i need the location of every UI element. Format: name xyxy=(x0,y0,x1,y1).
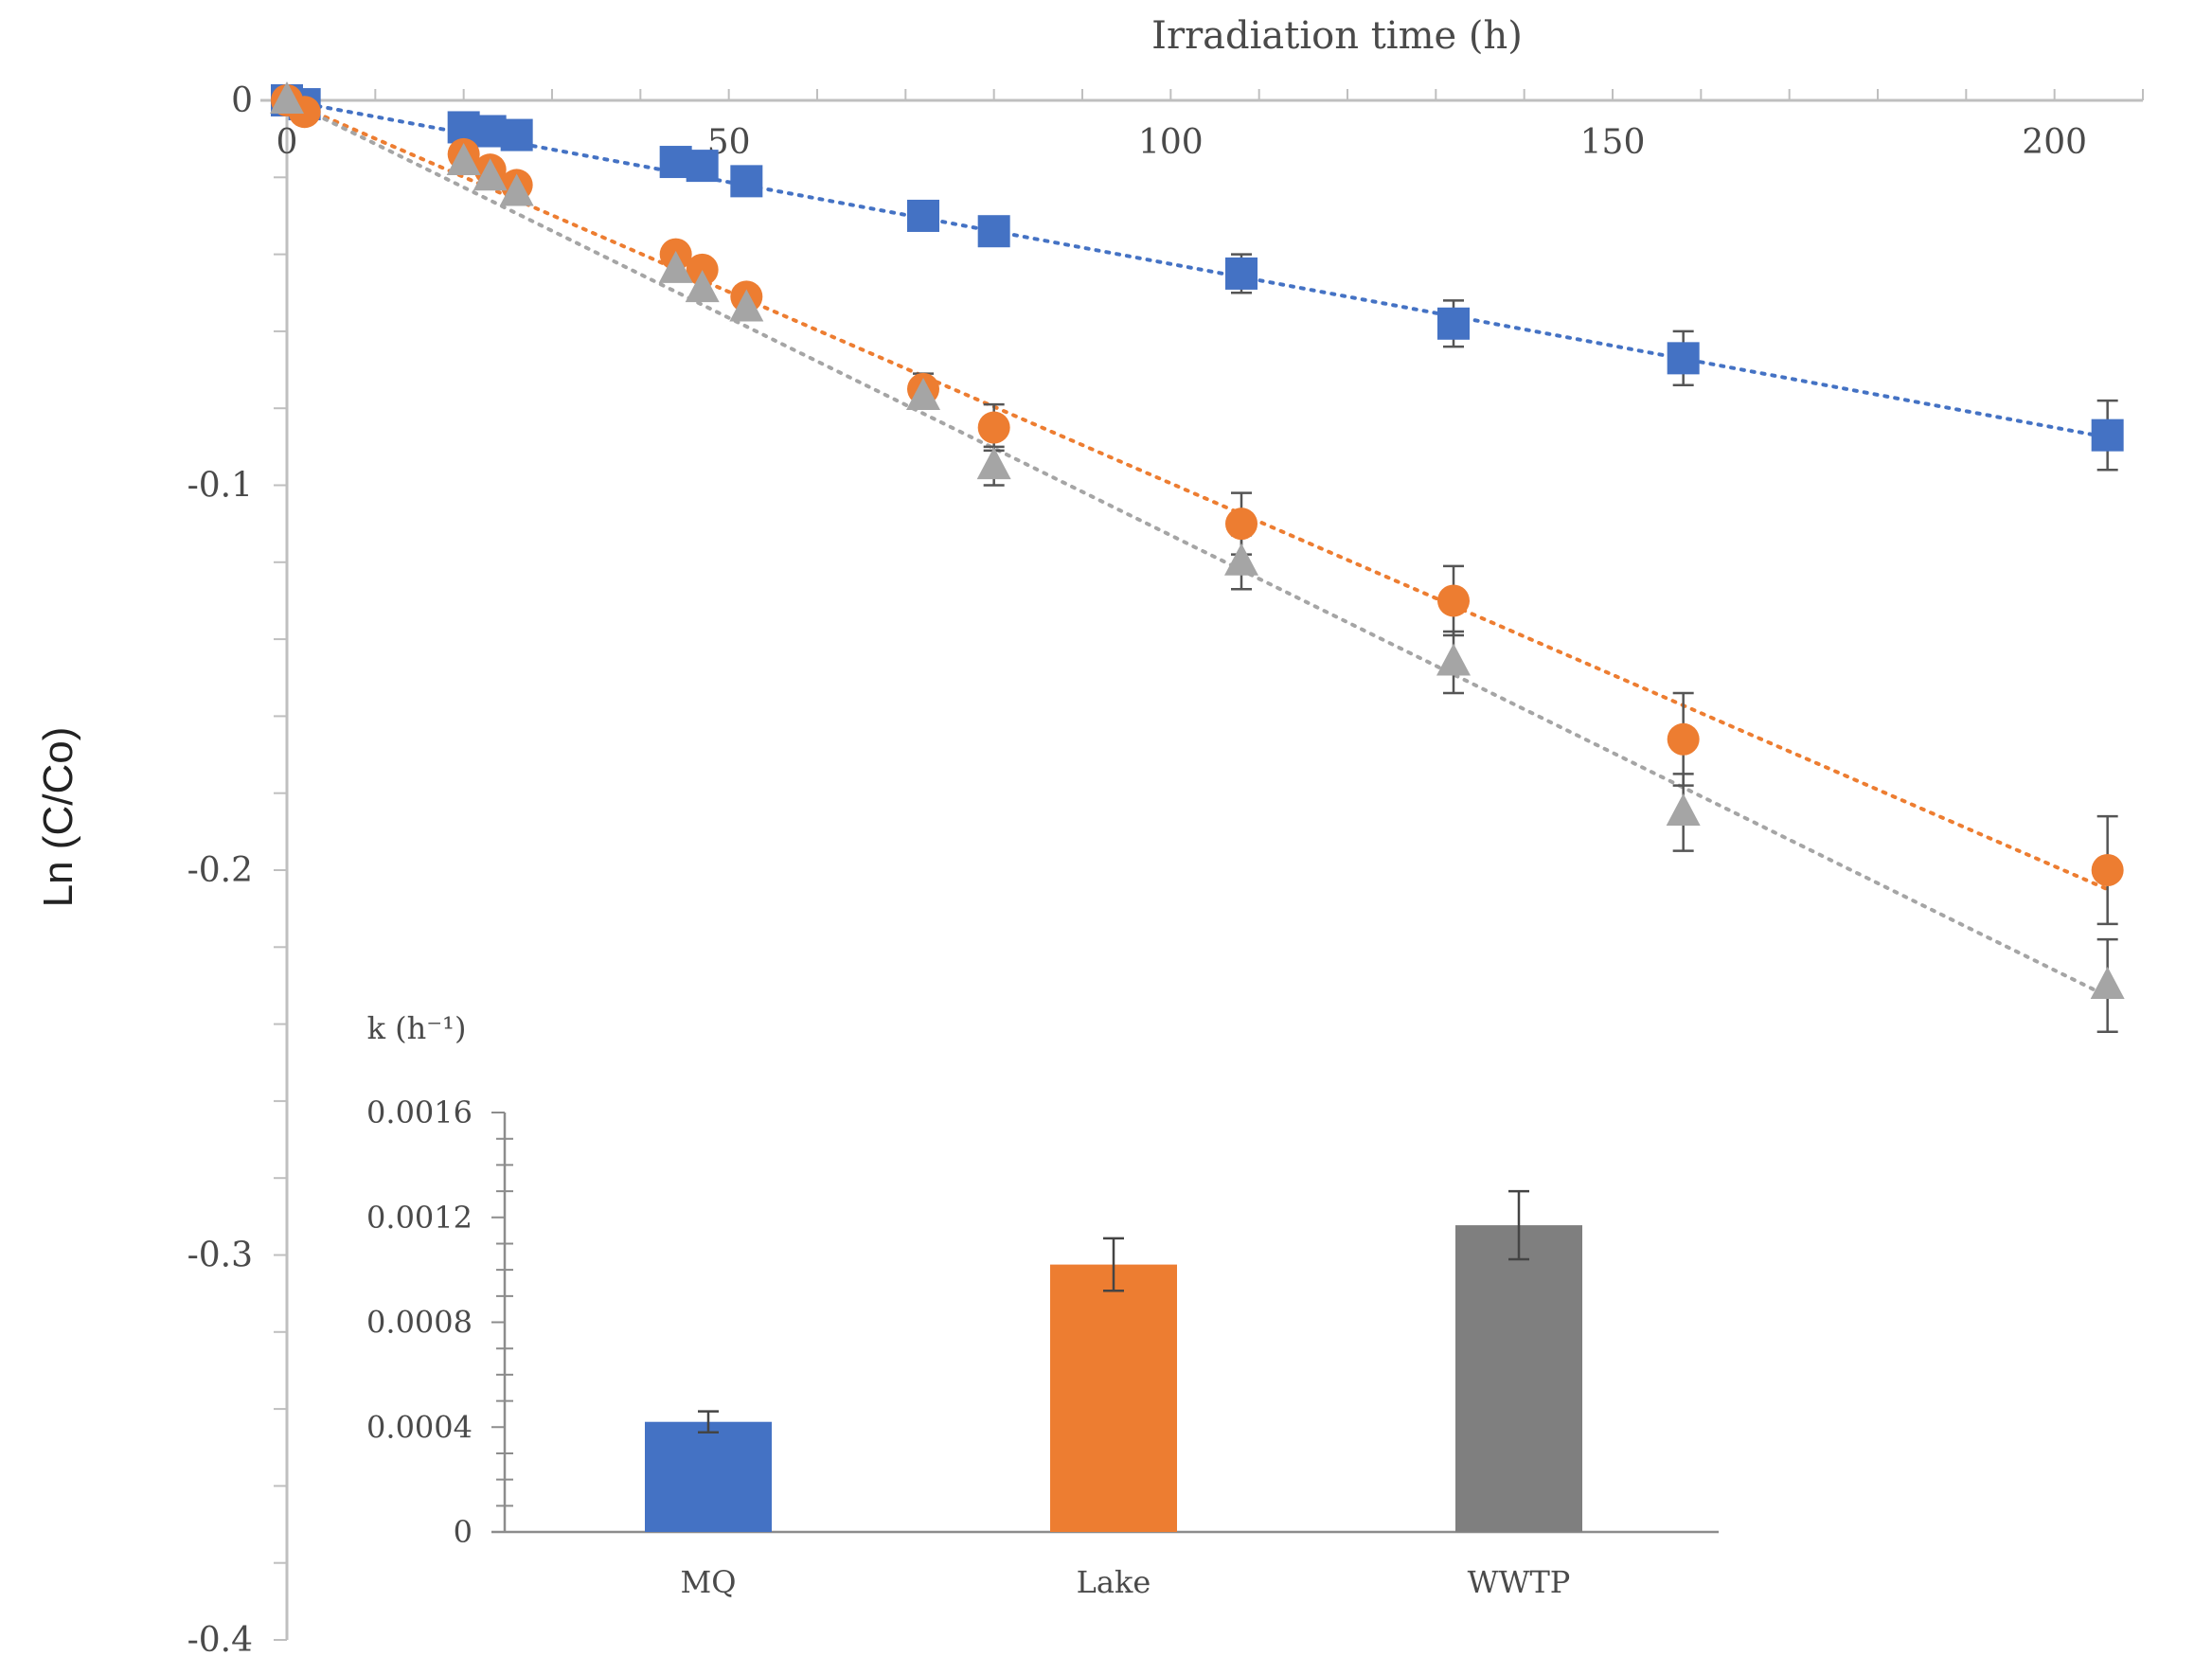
x-tick-label: 0 xyxy=(276,123,298,162)
point-mq xyxy=(730,165,763,198)
x-tick-label: 200 xyxy=(2022,123,2087,162)
point-lake xyxy=(2091,854,2124,886)
bar-lake xyxy=(1050,1264,1177,1532)
point-wwtp xyxy=(270,81,304,114)
point-mq xyxy=(1225,257,1258,290)
point-wwtp xyxy=(1436,643,1471,676)
bar-category-label: WWTP xyxy=(1468,1564,1571,1600)
point-wwtp xyxy=(729,289,764,322)
inset-y-tick-label: 0.0008 xyxy=(366,1305,473,1341)
bar-category-label: Lake xyxy=(1077,1564,1151,1600)
point-mq xyxy=(907,199,939,232)
point-mq xyxy=(977,215,1010,248)
point-wwtp xyxy=(2090,966,2125,999)
y-axis-title: Ln (C/Co) xyxy=(35,727,81,908)
point-wwtp xyxy=(499,173,534,206)
point-wwtp xyxy=(446,143,481,176)
point-mq xyxy=(1667,342,1700,375)
bar-wwtp xyxy=(1455,1225,1582,1532)
point-wwtp xyxy=(1666,793,1701,827)
y-tick-label: -0.2 xyxy=(187,851,253,890)
point-wwtp xyxy=(685,270,720,303)
point-lake xyxy=(1437,584,1470,617)
point-lake xyxy=(1667,722,1700,756)
y-tick-label: -0.4 xyxy=(187,1621,253,1656)
main-points xyxy=(270,81,2125,999)
inset-y-tick-label: 0 xyxy=(454,1514,473,1550)
x-tick-label: 150 xyxy=(1580,123,1646,162)
inset-title: k (h⁻¹) xyxy=(367,1010,467,1046)
inset-bar-chart: k (h⁻¹) 0 0.0004 0.0008 0.0012 0.0016 MQ Lake… xyxy=(366,1010,1719,1600)
y-tick-label: -0.1 xyxy=(187,467,253,506)
point-lake xyxy=(977,411,1010,444)
inset-y-tick-label: 0.0012 xyxy=(366,1200,473,1236)
trendline-lake xyxy=(285,98,2110,892)
main-errorbars xyxy=(913,253,2118,1033)
inset-bars: MQ Lake WWTP xyxy=(645,1189,1582,1600)
x-axis-title: Irradiation time (h) xyxy=(1151,14,1523,58)
point-wwtp xyxy=(658,250,693,283)
y-tick-label: -0.3 xyxy=(187,1237,253,1275)
point-mq xyxy=(2091,418,2124,452)
point-mq xyxy=(686,150,719,183)
inset-y-tick-label: 0.0016 xyxy=(366,1095,473,1131)
inset-y-tick-label: 0.0004 xyxy=(366,1409,473,1445)
point-wwtp xyxy=(976,447,1011,480)
point-mq xyxy=(1437,307,1470,340)
point-mq xyxy=(500,118,533,151)
point-lake xyxy=(686,253,719,286)
point-wwtp xyxy=(1224,543,1258,576)
y-tick-label: 0 xyxy=(231,81,253,120)
point-lake xyxy=(1225,507,1258,541)
main-trendlines xyxy=(285,98,2110,999)
x-tick-label: 100 xyxy=(1138,123,1204,162)
bar-mq xyxy=(645,1421,772,1532)
point-wwtp xyxy=(473,158,508,191)
point-wwtp xyxy=(906,378,940,411)
trendline-wwtp xyxy=(285,98,2110,999)
trendline-mq xyxy=(285,98,2110,439)
bar-category-label: MQ xyxy=(681,1564,737,1600)
